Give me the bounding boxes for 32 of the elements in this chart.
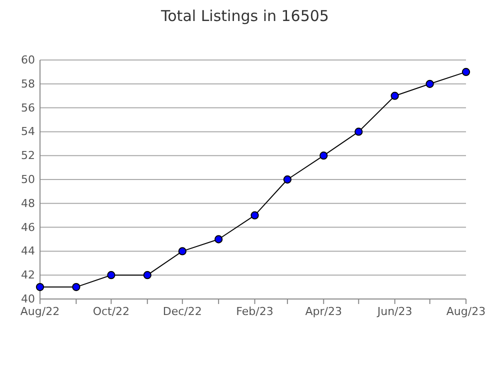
- y-tick-label: 52: [21, 149, 35, 162]
- x-tick-label: Jun/23: [376, 304, 412, 318]
- y-tick-label: 42: [21, 268, 35, 282]
- point: [107, 271, 116, 280]
- point: [143, 271, 152, 280]
- point: [354, 128, 363, 136]
- x-tick-label: Aug/22: [20, 304, 60, 318]
- y-tick-label: 58: [21, 77, 35, 90]
- point: [320, 152, 328, 160]
- x-tick-label: Feb/23: [236, 304, 274, 318]
- point: [462, 68, 470, 76]
- x-tick-label: Dec/22: [162, 304, 202, 318]
- x-tick-label: Apr/23: [305, 304, 342, 318]
- y-tick-label: 60: [21, 54, 35, 67]
- y-tick-label: 44: [21, 244, 35, 258]
- y-tick-label: 48: [21, 196, 35, 210]
- y-tick-label: 54: [21, 125, 35, 138]
- point: [426, 80, 434, 88]
- point: [250, 211, 259, 220]
- y-tick-label: 56: [21, 101, 35, 114]
- y-tick-label: 46: [21, 220, 35, 234]
- point: [72, 282, 80, 292]
- point: [178, 247, 186, 256]
- y-tick-label: 40: [21, 292, 35, 306]
- point: [36, 282, 44, 292]
- chart-title: Total Listings in 16505: [160, 7, 329, 25]
- x-tick-label: Aug/23: [446, 304, 486, 318]
- point: [283, 175, 292, 184]
- y-tick-label: 50: [21, 173, 35, 186]
- point: [390, 92, 399, 100]
- x-tick-label: Oct/22: [92, 304, 130, 318]
- point: [214, 235, 223, 244]
